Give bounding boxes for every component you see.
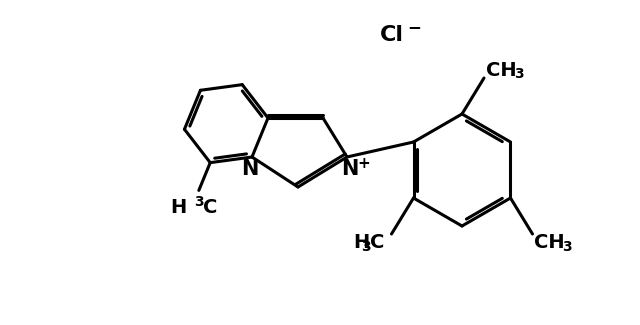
Text: C: C (369, 232, 384, 252)
Text: H: H (353, 232, 370, 252)
Text: 3: 3 (514, 67, 524, 81)
Text: H: H (170, 198, 186, 216)
Text: Cl: Cl (380, 25, 404, 45)
Text: 3: 3 (195, 195, 204, 209)
Text: N: N (241, 159, 259, 179)
Text: CH: CH (534, 232, 565, 252)
Text: N: N (341, 159, 358, 179)
Text: +: + (358, 155, 371, 171)
Text: 3: 3 (362, 240, 371, 254)
Text: −: − (407, 18, 421, 36)
Text: 3: 3 (563, 240, 572, 254)
Text: CH: CH (486, 60, 516, 80)
Text: C: C (204, 198, 218, 216)
